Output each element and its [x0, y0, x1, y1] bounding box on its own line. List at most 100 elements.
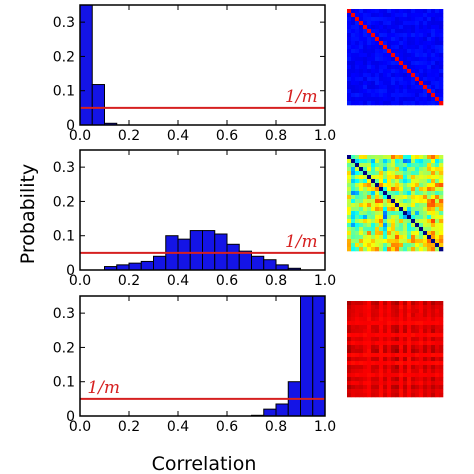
- heatmap-cell: [347, 317, 352, 322]
- heatmap-cell: [375, 231, 380, 236]
- heatmap-cell: [435, 175, 440, 180]
- heatmap-cell: [435, 81, 440, 86]
- heatmap-cell: [431, 389, 436, 394]
- heatmap-cell: [399, 77, 404, 82]
- heatmap-cell: [367, 97, 372, 102]
- histogram-bar: [263, 259, 277, 270]
- heatmap-cell: [399, 191, 404, 196]
- heatmap-cell: [395, 385, 400, 390]
- heatmap-cell: [407, 321, 412, 326]
- x-axis-label: Correlation: [152, 453, 257, 474]
- heatmap-cell: [367, 365, 372, 370]
- heatmap-cell: [347, 247, 352, 252]
- heatmap-cell: [411, 239, 416, 244]
- heatmap-cell: [387, 73, 392, 78]
- heatmap-cell: [423, 41, 428, 46]
- heatmap-cell: [399, 373, 404, 378]
- heatmap-cell: [403, 381, 408, 386]
- heatmap-cell: [427, 21, 432, 26]
- heatmap-cell: [411, 377, 416, 382]
- heatmap-cell: [435, 223, 440, 228]
- heatmap-cell: [395, 389, 400, 394]
- histogram-bar: [275, 403, 289, 416]
- heatmap-cell: [399, 17, 404, 22]
- heatmap-cell: [423, 191, 428, 196]
- heatmap-cell: [367, 203, 372, 208]
- heatmap-cell: [415, 97, 420, 102]
- heatmap-cell: [399, 345, 404, 350]
- heatmap-cell: [419, 29, 424, 34]
- heatmap-cell: [439, 195, 444, 200]
- heatmap-cell: [363, 393, 368, 398]
- heatmap-cell: [423, 211, 428, 216]
- heatmap-cell: [419, 231, 424, 236]
- heatmap-cell: [371, 357, 376, 362]
- heatmap-cell: [427, 167, 432, 172]
- heatmap-cell: [431, 49, 436, 54]
- heatmap-cell: [411, 329, 416, 334]
- heatmap-cell: [363, 373, 368, 378]
- heatmap-cell: [419, 337, 424, 342]
- heatmap-cell: [371, 195, 376, 200]
- heatmap-cell: [391, 369, 396, 374]
- heatmap-cell: [391, 349, 396, 354]
- heatmap-cell: [367, 373, 372, 378]
- heatmap-cell: [375, 381, 380, 386]
- heatmap-cell: [375, 357, 380, 362]
- heatmap-cell: [355, 349, 360, 354]
- heatmap-cell: [347, 365, 352, 370]
- heatmap-cell: [351, 175, 356, 180]
- heatmap-cell: [367, 167, 372, 172]
- heatmap-cell: [391, 235, 396, 240]
- heatmap-cell: [363, 381, 368, 386]
- heatmap-cell: [399, 215, 404, 220]
- heatmap-cell: [435, 179, 440, 184]
- heatmap-cell: [367, 223, 372, 228]
- heatmap-cell: [351, 369, 356, 374]
- heatmap-cell: [363, 239, 368, 244]
- heatmap-cell: [399, 57, 404, 62]
- heatmap-cell: [403, 365, 408, 370]
- heatmap-cell: [439, 341, 444, 346]
- heatmap-cell: [415, 37, 420, 42]
- heatmap-cell: [371, 191, 376, 196]
- heatmap-cell: [411, 369, 416, 374]
- heatmap-cell: [431, 53, 436, 58]
- heatmap-cell: [383, 155, 388, 160]
- heatmap-cell: [415, 345, 420, 350]
- heatmap-cell: [347, 167, 352, 172]
- heatmap-cell: [427, 325, 432, 330]
- heatmap-cell: [371, 235, 376, 240]
- heatmap-cell: [395, 329, 400, 334]
- heatmap-cell: [375, 155, 380, 160]
- heatmap-cell: [375, 77, 380, 82]
- y-tick-label: 0.2: [53, 49, 75, 65]
- heatmap-cell: [399, 243, 404, 248]
- heatmap-cell: [379, 171, 384, 176]
- heatmap-cell: [431, 385, 436, 390]
- heatmap-cell: [359, 349, 364, 354]
- heatmap-cell: [391, 353, 396, 358]
- heatmap-cell: [423, 33, 428, 38]
- heatmap-cell: [395, 381, 400, 386]
- heatmap-cell: [411, 235, 416, 240]
- heatmap-cell: [363, 45, 368, 50]
- heatmap-cell: [403, 45, 408, 50]
- heatmap-cell: [439, 207, 444, 212]
- heatmap-cell: [355, 57, 360, 62]
- heatmap-cell: [407, 207, 412, 212]
- heatmap-cell: [395, 199, 400, 204]
- heatmap-cell: [391, 231, 396, 236]
- heatmap-cell: [383, 21, 388, 26]
- heatmap-cell: [359, 329, 364, 334]
- heatmap-cell: [371, 29, 376, 34]
- heatmap-cell: [391, 333, 396, 338]
- heatmap-cell: [379, 57, 384, 62]
- heatmap-cell: [375, 97, 380, 102]
- heatmap-cell: [355, 13, 360, 18]
- heatmap-cell: [371, 349, 376, 354]
- histogram-panel-1: 1/m00.10.20.30.0 0.2 0.4 0.6 0.8 1.0: [53, 4, 336, 144]
- heatmap-cell: [431, 73, 436, 78]
- heatmap-cell: [355, 61, 360, 66]
- heatmap-cell: [423, 77, 428, 82]
